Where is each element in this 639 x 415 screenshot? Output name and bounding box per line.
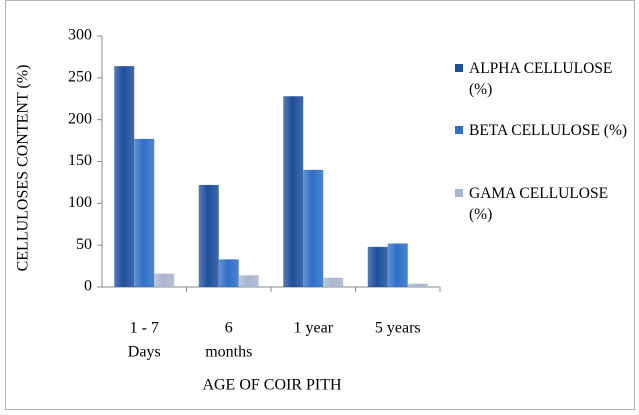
legend-swatch bbox=[455, 126, 463, 134]
legend-item: ALPHA CELLULOSE (%) bbox=[455, 58, 635, 100]
x-tick-label: Days bbox=[128, 344, 161, 361]
y-tick-label: 300 bbox=[68, 27, 92, 44]
legend-swatch bbox=[455, 64, 463, 72]
y-tick-label: 100 bbox=[68, 194, 92, 211]
legend-swatch bbox=[455, 189, 463, 197]
bar bbox=[303, 169, 324, 287]
bar bbox=[238, 275, 259, 287]
bar bbox=[367, 246, 388, 287]
bar bbox=[114, 66, 135, 288]
y-tick-label: 0 bbox=[84, 278, 92, 295]
x-tick-label: 6 bbox=[225, 320, 233, 337]
bar bbox=[198, 184, 219, 287]
x-tick-label: 1 year bbox=[293, 320, 333, 337]
legend-label: ALPHA CELLULOSE (%) bbox=[469, 60, 613, 98]
x-tick-label: months bbox=[205, 344, 252, 361]
legend-item: BETA CELLULOSE (%) bbox=[455, 120, 635, 141]
bar bbox=[218, 259, 239, 287]
bar bbox=[154, 273, 175, 287]
legend-label: GAMA CELLULOSE (%) bbox=[469, 185, 609, 223]
x-tick-label: 5 years bbox=[375, 320, 421, 337]
x-tick-label: 1 - 7 bbox=[130, 320, 159, 337]
bar bbox=[283, 96, 304, 288]
bar bbox=[407, 283, 428, 287]
bar bbox=[134, 138, 155, 287]
y-tick-label: 150 bbox=[68, 152, 92, 169]
y-axis-title: CELLULOSES CONTENT (%) bbox=[15, 65, 32, 272]
bar bbox=[387, 243, 408, 287]
legend-label: BETA CELLULOSE (%) bbox=[469, 122, 628, 139]
y-tick-label: 200 bbox=[68, 110, 92, 127]
x-axis-title: AGE OF COIR PITH bbox=[202, 377, 342, 394]
y-tick-label: 50 bbox=[76, 236, 92, 253]
y-tick-label: 250 bbox=[68, 69, 92, 86]
legend-item: GAMA CELLULOSE (%) bbox=[455, 183, 635, 225]
bar bbox=[323, 277, 344, 287]
